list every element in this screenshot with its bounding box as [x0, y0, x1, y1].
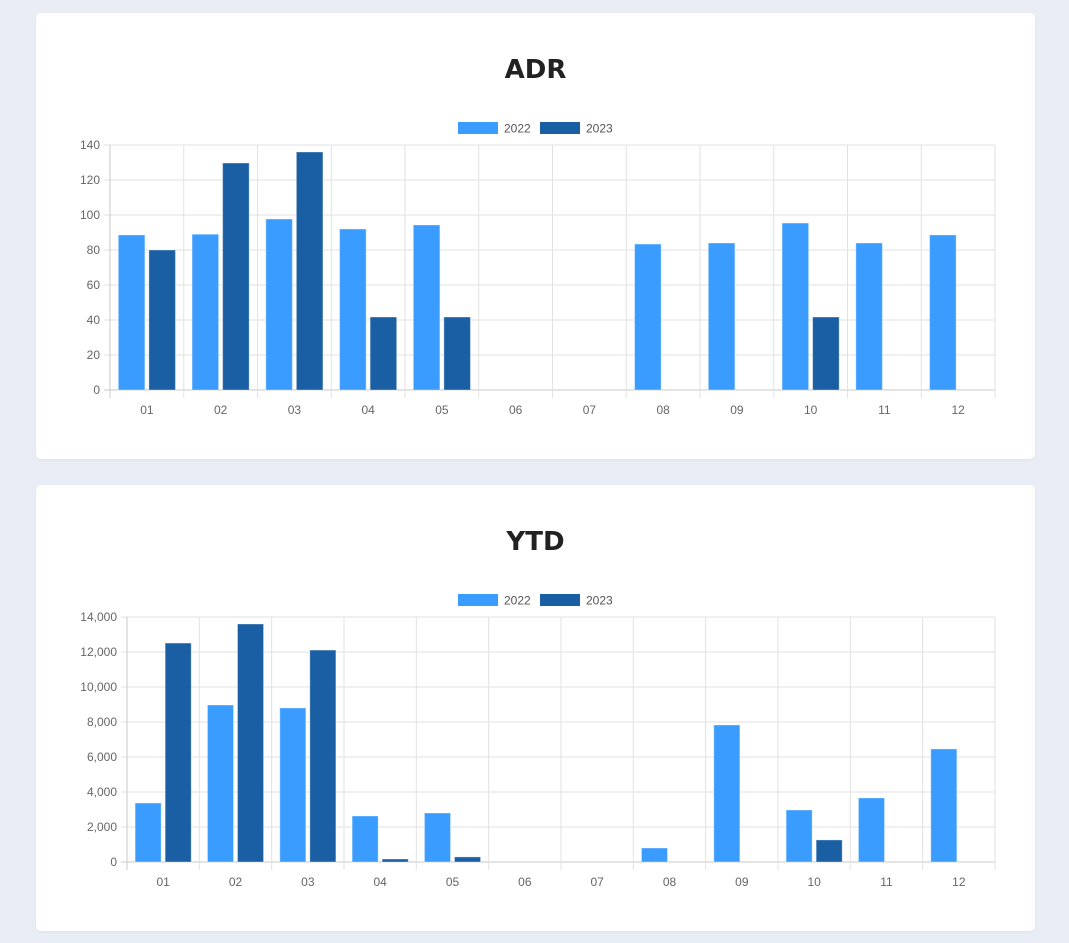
bar-2023-05 — [454, 856, 482, 863]
y-tick-label: 4,000 — [87, 785, 117, 799]
x-tick-label: 04 — [361, 403, 375, 417]
legend-label-2023: 2023 — [586, 594, 613, 608]
bar-2022-10 — [785, 809, 813, 863]
x-tick-label: 06 — [509, 403, 523, 417]
x-tick-label: 05 — [435, 403, 449, 417]
bar-2022-11 — [857, 797, 886, 863]
bar-2022-02 — [191, 233, 220, 391]
legend-label-2022: 2022 — [504, 594, 531, 608]
y-tick-label: 140 — [80, 138, 100, 152]
y-tick-label: 80 — [87, 243, 101, 257]
bar-2022-11 — [855, 242, 883, 391]
bar-2023-10 — [815, 839, 843, 863]
y-tick-label: 8,000 — [87, 715, 117, 729]
bar-2023-03 — [309, 649, 337, 863]
chart-title: ADR — [505, 55, 567, 85]
x-tick-label: 03 — [301, 875, 315, 889]
x-tick-label: 06 — [518, 875, 532, 889]
x-tick-label: 02 — [229, 875, 243, 889]
bar-2023-04 — [381, 858, 409, 863]
bar-2022-03 — [279, 707, 307, 863]
legend-swatch-2023 — [540, 594, 580, 606]
y-tick-label: 14,000 — [80, 610, 117, 624]
bar-2022-02 — [206, 704, 235, 863]
bar-2022-12 — [930, 748, 958, 863]
bar-2023-03 — [295, 151, 324, 391]
bar-2022-09 — [713, 724, 741, 863]
x-tick-label: 07 — [583, 403, 597, 417]
bar-2022-09 — [707, 242, 736, 391]
bar-2023-02 — [237, 623, 265, 863]
bar-2023-05 — [443, 316, 471, 391]
bar-2022-08 — [634, 243, 662, 391]
y-tick-label: 0 — [110, 855, 117, 869]
bar-2023-02 — [222, 162, 250, 391]
x-tick-label: 08 — [656, 403, 670, 417]
adr-chart: ADR 2022 2023 0 20 40 60 80 100 120 140 01 02 03 04 05 0… — [80, 55, 996, 417]
bar-2022-10 — [781, 222, 810, 391]
x-tick-label: 12 — [951, 403, 965, 417]
legend-label-2023: 2023 — [586, 122, 613, 136]
legend-swatch-2022 — [458, 594, 498, 606]
x-tick-label: 01 — [156, 875, 170, 889]
bar-2022-03 — [265, 218, 293, 391]
bar-2022-01 — [117, 234, 146, 391]
bar-2022-05 — [412, 224, 441, 391]
chart-title: YTD — [505, 527, 564, 557]
x-tick-label: 03 — [288, 403, 302, 417]
x-tick-label: 09 — [735, 875, 749, 889]
y-tick-label: 120 — [80, 173, 100, 187]
legend-swatch-2022 — [458, 122, 498, 134]
x-tick-label: 07 — [590, 875, 604, 889]
y-tick-label: 0 — [93, 383, 100, 397]
bar-2023-10 — [812, 316, 840, 391]
x-tick-label: 10 — [804, 403, 818, 417]
bar-2023-01 — [148, 249, 176, 391]
x-tick-label: 02 — [214, 403, 228, 417]
bar-2022-04 — [351, 815, 379, 863]
x-tick-label: 09 — [730, 403, 744, 417]
x-tick-label: 05 — [446, 875, 460, 889]
y-tick-label: 40 — [87, 313, 101, 327]
bar-2022-01 — [134, 802, 162, 863]
ytd-chart-card: YTD 2022 2023 0 2,000 4,000 6,000 8,000 10,000 12… — [36, 485, 1035, 931]
x-tick-label: 08 — [663, 875, 677, 889]
legend-swatch-2023 — [540, 122, 580, 134]
bar-2023-04 — [369, 316, 398, 391]
x-tick-label: 11 — [878, 403, 891, 417]
bar-2023-01 — [164, 642, 192, 863]
bar-2022-04 — [339, 228, 367, 391]
ytd-chart: YTD 2022 2023 0 2,000 4,000 6,000 8,000 10,000 12… — [80, 527, 996, 889]
y-tick-label: 60 — [87, 278, 101, 292]
bar-2022-05 — [423, 812, 451, 863]
bar-2022-12 — [929, 234, 957, 391]
x-tick-label: 12 — [952, 875, 966, 889]
x-tick-label: 01 — [140, 403, 154, 417]
x-tick-label: 10 — [807, 875, 821, 889]
y-tick-label: 100 — [80, 208, 100, 222]
x-tick-label: 04 — [373, 875, 387, 889]
y-tick-label: 20 — [87, 348, 101, 362]
y-tick-label: 2,000 — [87, 820, 117, 834]
y-tick-label: 12,000 — [80, 645, 117, 659]
y-tick-label: 10,000 — [80, 680, 117, 694]
bar-2022-08 — [640, 847, 669, 863]
legend-label-2022: 2022 — [504, 122, 531, 136]
y-tick-label: 6,000 — [87, 750, 117, 764]
x-tick-label: 11 — [880, 875, 893, 889]
adr-chart-card: ADR 2022 2023 0 20 40 60 80 100 120 140 01 02 03 04 05 0… — [36, 13, 1035, 459]
